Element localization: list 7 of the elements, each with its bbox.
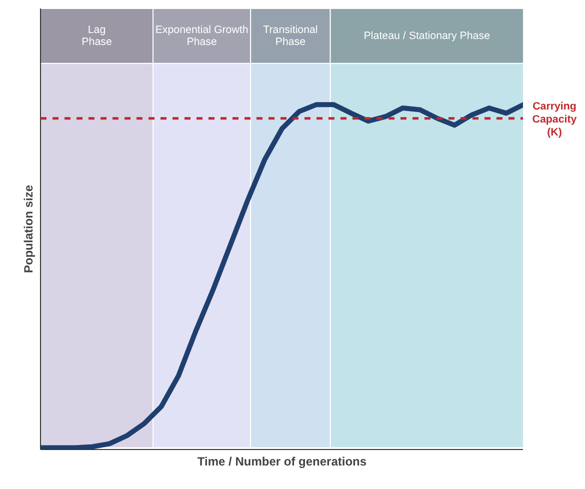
text: Lag Phase [82, 24, 112, 48]
text: Transitional Phase [263, 24, 318, 48]
text: Plateau / Stationary Phase [364, 30, 490, 42]
y-axis-title: Population size [22, 184, 36, 274]
text: Exponential Growth Phase [155, 24, 248, 48]
x-axis-title: Time / Number of generations [197, 454, 367, 468]
ref-line-label: Carrying Capacity (K) [532, 100, 577, 138]
